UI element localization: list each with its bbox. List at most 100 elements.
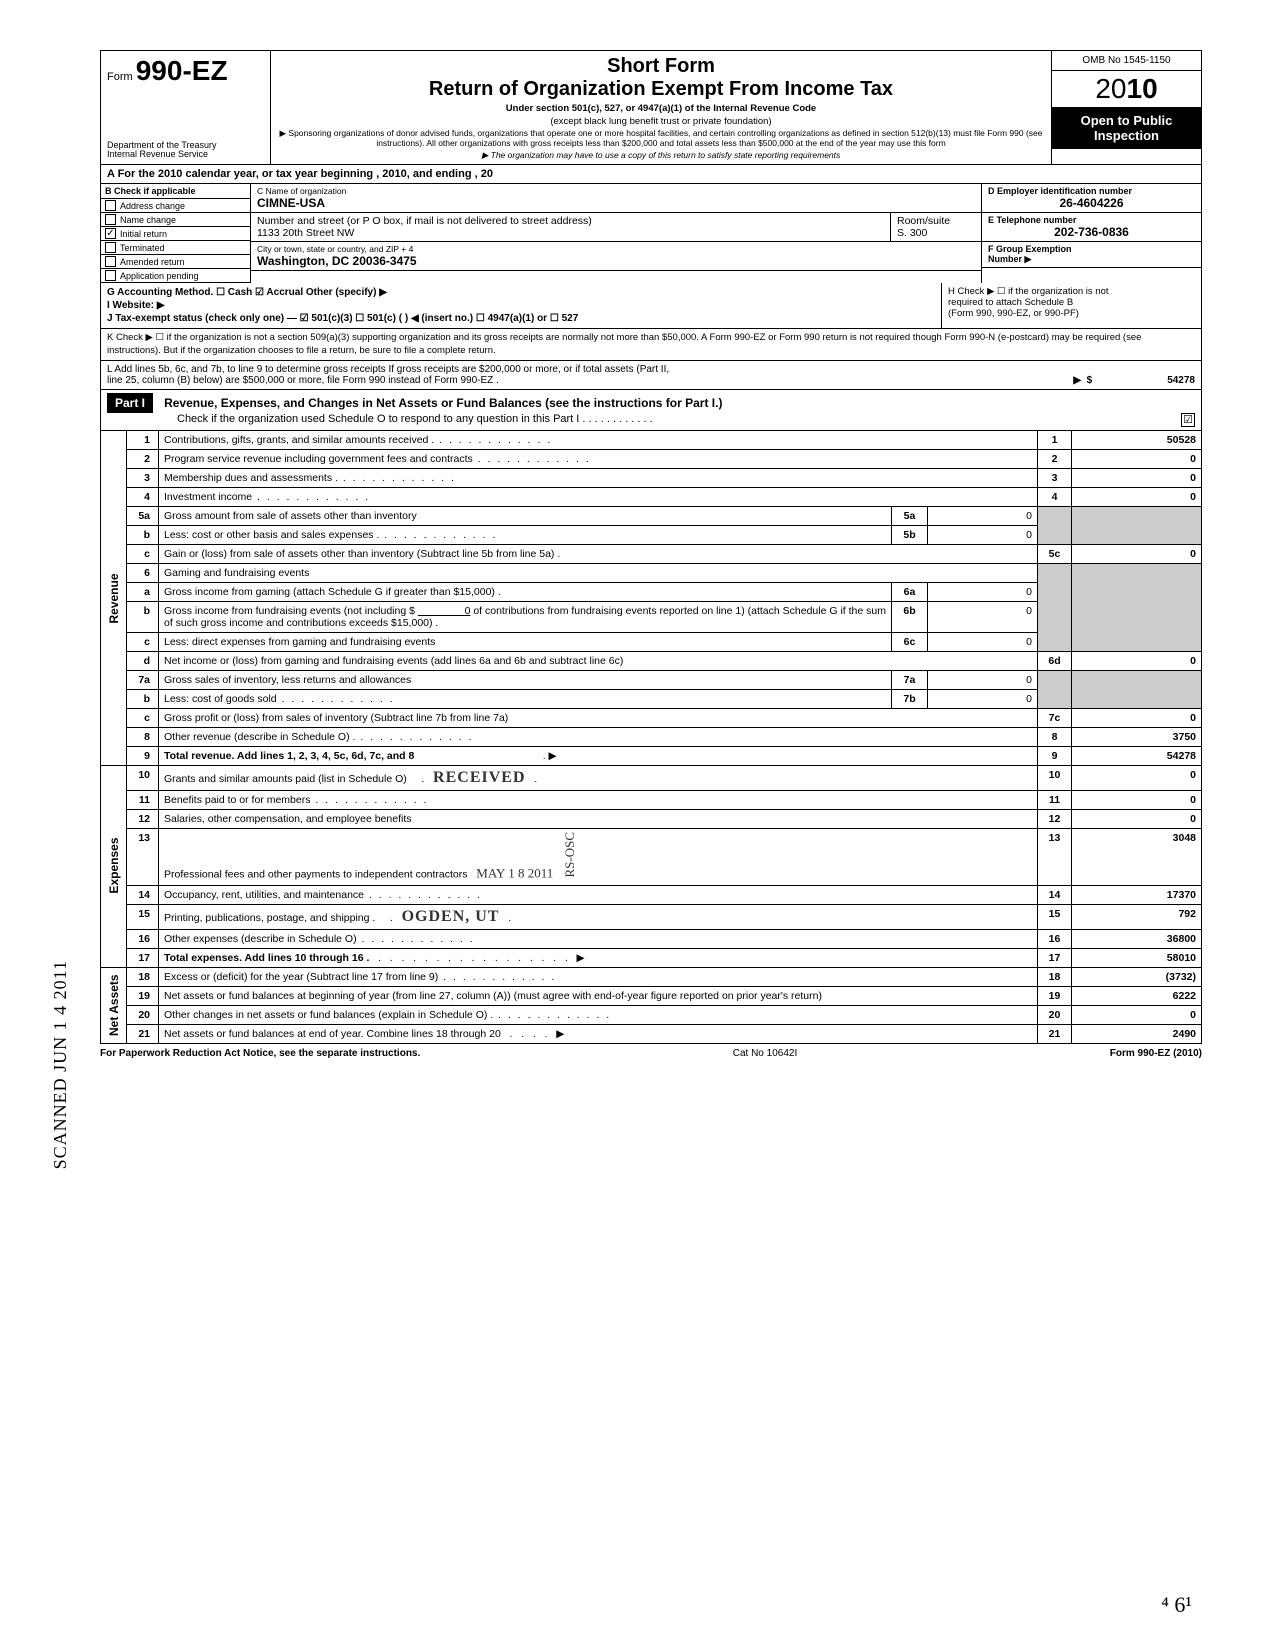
- side-revenue: Revenue: [101, 431, 127, 766]
- line-7b-amt: 0: [928, 689, 1038, 708]
- line-5c-amt: 0: [1072, 544, 1202, 563]
- line-6a-amt: 0: [928, 582, 1038, 601]
- stamp-received: RECEIVED: [433, 769, 525, 786]
- stamp-scanned: SCANNED JUN 1 4 2011: [50, 960, 71, 1169]
- side-netassets: Net Assets: [101, 967, 127, 1043]
- tax-year: 2010: [1052, 71, 1201, 107]
- row-i: I Website: ▶: [107, 299, 935, 312]
- form-id-block: Form 990-EZ Department of the Treasury I…: [101, 51, 271, 164]
- line-7a-text: Gross sales of inventory, less returns a…: [159, 670, 892, 689]
- line-1-amt: 50528: [1072, 431, 1202, 450]
- year-prefix: 20: [1095, 73, 1126, 104]
- footer-mid: Cat No 10642I: [733, 1048, 798, 1059]
- line-3-amt: 0: [1072, 468, 1202, 487]
- row-l-text1: L Add lines 5b, 6c, and 7b, to line 9 to…: [107, 364, 1073, 375]
- city-label: City or town, state or country, and ZIP …: [257, 244, 975, 254]
- line-11-text: Benefits paid to or for members: [159, 790, 1038, 809]
- row-h-3: (Form 990, 990-EZ, or 990-PF): [948, 308, 1195, 319]
- line-5b-text: Less: cost or other basis and sales expe…: [159, 525, 892, 544]
- chk-initial-return[interactable]: ✓Initial return: [101, 226, 250, 240]
- part1-title: Revenue, Expenses, and Changes in Net As…: [164, 396, 722, 410]
- line-19-amt: 6222: [1072, 986, 1202, 1005]
- dept-irs: Internal Revenue Service: [107, 150, 264, 160]
- chk-name-change[interactable]: Name change: [101, 212, 250, 226]
- line-16-text: Other expenses (describe in Schedule O): [159, 929, 1038, 948]
- addr-label: Number and street (or P O box, if mail i…: [257, 215, 884, 227]
- line-15-amt: 792: [1072, 904, 1202, 929]
- row-h-2: required to attach Schedule B: [948, 297, 1195, 308]
- line-5a-text: Gross amount from sale of assets other t…: [159, 506, 892, 525]
- part1-header: Part I Revenue, Expenses, and Changes in…: [100, 390, 1202, 431]
- line-12-amt: 0: [1072, 809, 1202, 828]
- org-name: CIMNE-USA: [257, 196, 975, 210]
- part1-checkbox[interactable]: ☑: [1181, 413, 1195, 427]
- row-h-1: H Check ▶ ☐ if the organization is not: [948, 286, 1195, 297]
- room-label: Room/suite: [897, 215, 975, 227]
- stamp-date: MAY 1 8 2011: [476, 866, 553, 881]
- line-18-amt: (3732): [1072, 967, 1202, 986]
- line-17-text: Total expenses. Add lines 10 through 16 …: [159, 948, 1038, 967]
- row-j: J Tax-exempt status (check only one) — ☑…: [107, 312, 935, 325]
- chk-pending[interactable]: Application pending: [101, 268, 250, 283]
- line-10-amt: 0: [1072, 765, 1202, 790]
- line-19-text: Net assets or fund balances at beginning…: [159, 986, 1038, 1005]
- line-12-text: Salaries, other compensation, and employ…: [159, 809, 1038, 828]
- row-g: G Accounting Method. ☐ Cash ☑ Accrual Ot…: [107, 286, 935, 299]
- line-5c-text: Gain or (loss) from sale of assets other…: [159, 544, 1038, 563]
- line-20-amt: 0: [1072, 1005, 1202, 1024]
- instructions-1: ▶ Sponsoring organizations of donor advi…: [279, 129, 1043, 149]
- line-5b-amt: 0: [928, 525, 1038, 544]
- line-11-amt: 0: [1072, 790, 1202, 809]
- title-return: Return of Organization Exempt From Incom…: [279, 78, 1043, 101]
- chk-amended[interactable]: Amended return: [101, 254, 250, 268]
- line-18-text: Excess or (deficit) for the year (Subtra…: [159, 967, 1038, 986]
- line-8-text: Other revenue (describe in Schedule O) .: [159, 727, 1038, 746]
- chk-address-change[interactable]: Address change: [101, 198, 250, 212]
- line-7b-text: Less: cost of goods sold: [159, 689, 892, 708]
- omb-number: OMB No 1545-1150: [1052, 51, 1201, 71]
- form-title-block: Short Form Return of Organization Exempt…: [271, 51, 1051, 164]
- line-21-text: Net assets or fund balances at end of ye…: [159, 1024, 1038, 1043]
- line-13-text: Professional fees and other payments to …: [159, 828, 1038, 885]
- line-13-amt: 3048: [1072, 828, 1202, 885]
- row-k: K Check ▶ ☐ if the organization is not a…: [100, 329, 1202, 361]
- line-6d-amt: 0: [1072, 651, 1202, 670]
- rows-gij-h: G Accounting Method. ☐ Cash ☑ Accrual Ot…: [100, 283, 1202, 329]
- org-name-label: C Name of organization: [257, 186, 975, 196]
- line-6d-text: Net income or (loss) from gaming and fun…: [159, 651, 1038, 670]
- handwritten-mark: ⁴ 6¹: [1161, 1592, 1192, 1618]
- chk-terminated[interactable]: Terminated: [101, 240, 250, 254]
- form-label: Form: [107, 71, 133, 83]
- line-6b-amt: 0: [928, 601, 1038, 632]
- line-1-text: Contributions, gifts, grants, and simila…: [159, 431, 1038, 450]
- line-2-text: Program service revenue including govern…: [159, 449, 1038, 468]
- title-short-form: Short Form: [279, 55, 1043, 78]
- line-6-text: Gaming and fundraising events: [159, 563, 1038, 582]
- group-exempt-label: F Group Exemption: [988, 244, 1195, 254]
- line-5a-amt: 0: [928, 506, 1038, 525]
- row-a-tax-year: A For the 2010 calendar year, or tax yea…: [100, 165, 1202, 184]
- line-14-text: Occupancy, rent, utilities, and maintena…: [159, 885, 1038, 904]
- entity-info-grid: B Check if applicable Address change Nam…: [100, 184, 1202, 283]
- line-7a-amt: 0: [928, 670, 1038, 689]
- line-9-text: Total revenue. Add lines 1, 2, 3, 4, 5c,…: [159, 746, 1038, 765]
- line-6a-text: Gross income from gaming (attach Schedul…: [159, 582, 892, 601]
- stamp-rsosc: RS-OSC: [562, 832, 578, 878]
- form-number: 990-EZ: [136, 55, 228, 86]
- line-9-amt: 54278: [1072, 746, 1202, 765]
- stamp-ogden: OGDEN, UT: [402, 908, 500, 925]
- row-l: L Add lines 5b, 6c, and 7b, to line 9 to…: [100, 361, 1202, 390]
- line-15-text: Printing, publications, postage, and shi…: [159, 904, 1038, 929]
- instructions-2: ▶ The organization may have to use a cop…: [279, 151, 1043, 161]
- row-l-text2: line 25, column (B) below) are $500,000 …: [107, 375, 1073, 386]
- line-7c-amt: 0: [1072, 708, 1202, 727]
- form-header: Form 990-EZ Department of the Treasury I…: [100, 50, 1202, 165]
- line-6c-amt: 0: [928, 632, 1038, 651]
- phone-value: 202-736-0836: [988, 225, 1195, 239]
- line-14-amt: 17370: [1072, 885, 1202, 904]
- part1-table: Revenue 1 Contributions, gifts, grants, …: [100, 431, 1202, 1044]
- group-exempt-label2: Number ▶: [988, 254, 1195, 265]
- line-20-text: Other changes in net assets or fund bala…: [159, 1005, 1038, 1024]
- phone-label: E Telephone number: [988, 215, 1195, 225]
- page-footer: For Paperwork Reduction Act Notice, see …: [100, 1044, 1202, 1063]
